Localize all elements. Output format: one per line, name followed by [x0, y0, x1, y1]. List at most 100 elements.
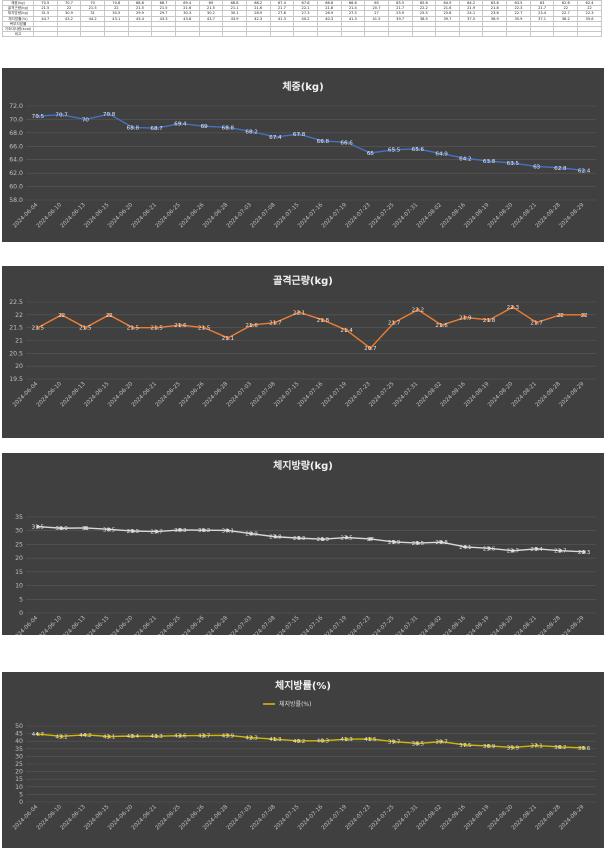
data-label: 29.7	[150, 530, 163, 536]
table-cell[interactable]	[577, 31, 602, 38]
data-label: 70	[82, 117, 90, 123]
table-cell[interactable]	[198, 31, 224, 38]
table-cell[interactable]: 68.7	[151, 0, 176, 7]
table-cell[interactable]: 43.9	[222, 15, 247, 22]
data-label: 30.9	[55, 526, 68, 532]
body-fat-percent-chart[interactable]: 체지방률(%) 체지방률(%) 0 5 10 15 20 25 30 35 40 45 50 2024-0…	[2, 672, 604, 848]
table-cell[interactable]: 21.6	[174, 5, 200, 12]
body-fat-mass-chart[interactable]: 체지방량(kg) 0 5 10 15 20 25 30 35 2024-06-04 2024-06-…	[2, 453, 604, 635]
y-tick-label: 22.5	[9, 299, 23, 306]
table-cell[interactable]: 69	[198, 0, 224, 7]
table-cell[interactable]	[103, 31, 129, 38]
table-cell[interactable]: 63	[529, 0, 555, 7]
muscle-chart[interactable]: 골격근량(kg) 19.5 20 20.5 21 21.5 22 22.5 2024-06-04…	[2, 266, 604, 438]
table-cell[interactable]	[174, 31, 200, 38]
weight-chart[interactable]: 체중(kg) 58.0 60.0 62.0 64.0 66.0 68.0 70.0 72.0 20…	[2, 68, 604, 242]
table-cell[interactable]	[269, 31, 295, 38]
table-cell[interactable]: 63.5	[506, 0, 531, 7]
data-point	[582, 313, 586, 317]
x-tick-label: 2024-08-29	[558, 202, 586, 230]
data-point	[131, 529, 135, 533]
table-cell[interactable]: 22	[577, 5, 602, 12]
row-header: 기초대사량(kcal)	[2, 25, 34, 33]
table-cell[interactable]: 29.9	[127, 10, 153, 17]
table-cell[interactable]	[245, 31, 271, 38]
table-cell[interactable]	[553, 31, 579, 38]
table-cell[interactable]: 30.2	[198, 10, 224, 17]
y-tick-label: 25	[15, 761, 23, 768]
data-point	[36, 732, 40, 736]
table-cell[interactable]: 21.5	[151, 5, 176, 12]
x-tick-label: 2024-07-25	[368, 615, 396, 635]
data-label: 22	[557, 313, 564, 319]
x-tick-label: 2024-06-21	[131, 615, 159, 635]
table-cell[interactable]	[340, 31, 366, 38]
table-cell[interactable]	[56, 31, 82, 38]
data-point	[392, 540, 396, 544]
data-label: 63.8	[483, 159, 496, 165]
y-tick-label: 60.0	[9, 184, 23, 191]
table-cell[interactable]	[435, 31, 460, 38]
data-label: 35.6	[578, 746, 591, 752]
data-label: 25.9	[388, 540, 401, 546]
y-tick-label: 45	[15, 731, 23, 738]
data-point	[297, 739, 301, 743]
data-point	[392, 320, 396, 325]
table-cell[interactable]: 22.7	[506, 10, 531, 17]
table-cell[interactable]: 29.7	[151, 10, 176, 17]
table-cell[interactable]	[529, 31, 555, 38]
table-cell[interactable]	[387, 31, 413, 38]
table-cell[interactable]	[482, 31, 508, 38]
table-cell[interactable]: 35.6	[577, 15, 602, 22]
data-point	[487, 744, 491, 748]
data-point	[463, 156, 467, 160]
table-cell[interactable]: 62.4	[577, 0, 602, 7]
table-cell[interactable]	[364, 31, 389, 38]
data-point	[297, 310, 301, 314]
table-cell[interactable]	[411, 31, 437, 38]
table-cell[interactable]: 21.5	[33, 5, 58, 12]
table-cell[interactable]	[222, 31, 247, 38]
table-cell[interactable]: 44.7	[33, 15, 58, 22]
table-cell[interactable]	[127, 31, 153, 38]
table-cell[interactable]: 35.9	[506, 15, 531, 22]
table-cell[interactable]: 21.5	[198, 5, 224, 12]
data-point	[440, 740, 444, 744]
data-label: 65.5	[388, 148, 401, 154]
x-tick-label: 2024-06-28	[202, 615, 230, 635]
x-tick-label: 2024-06-26	[178, 615, 206, 635]
table-cell[interactable]: 69.4	[174, 0, 200, 7]
table-cell[interactable]: 70.5	[33, 0, 58, 7]
data-point	[582, 550, 586, 554]
table-cell[interactable]: 37.1	[529, 15, 555, 22]
table-cell[interactable]: 30.1	[222, 10, 247, 17]
row-header: 체중(kg)	[2, 0, 34, 7]
data-point	[178, 323, 182, 327]
table-cell[interactable]	[316, 31, 342, 38]
data-label: 36.9	[483, 744, 496, 750]
table-cell[interactable]: 22.3	[577, 10, 602, 17]
data-point	[83, 326, 87, 330]
data-point	[60, 313, 64, 317]
table-cell[interactable]: 43.6	[174, 15, 200, 22]
table-cell[interactable]: 31.5	[33, 10, 58, 17]
table-cell[interactable]	[458, 31, 484, 38]
table-cell[interactable]: 21.1	[222, 5, 247, 12]
data-point	[440, 323, 444, 327]
table-cell[interactable]	[151, 31, 176, 38]
table-cell[interactable]	[33, 31, 58, 38]
table-cell[interactable]	[506, 31, 531, 38]
table-cell[interactable]	[293, 31, 318, 38]
table-cell[interactable]: 68.8	[222, 0, 247, 7]
table-cell[interactable]: 21.7	[529, 5, 555, 12]
data-label: 21.7	[388, 321, 401, 327]
table-cell[interactable]	[80, 31, 105, 38]
table-cell[interactable]: 68.8	[127, 0, 153, 7]
table-cell[interactable]: 43.7	[198, 15, 224, 22]
table-cell[interactable]: 43.3	[151, 15, 176, 22]
table-cell[interactable]: 21.5	[127, 5, 153, 12]
table-cell[interactable]: 30.3	[174, 10, 200, 17]
table-cell[interactable]: 43.4	[127, 15, 153, 22]
table-cell[interactable]: 22.3	[506, 5, 531, 12]
table-cell[interactable]: 23.4	[529, 10, 555, 17]
